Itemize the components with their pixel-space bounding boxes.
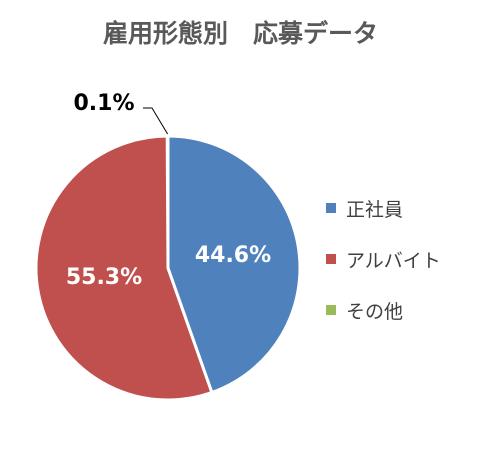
- legend-item-0: 正社員: [326, 195, 441, 221]
- legend-swatch-0: [326, 203, 336, 213]
- legend: 正社員アルバイトその他: [326, 195, 441, 348]
- legend-label-1: アルバイト: [346, 249, 441, 272]
- leader-line-path: [143, 107, 169, 135]
- legend-item-2: その他: [326, 297, 441, 323]
- pie-slice-0: [166, 134, 302, 394]
- legend-swatch-1: [326, 254, 336, 264]
- pie-slice-1: [34, 134, 214, 402]
- legend-item-1: アルバイト: [326, 246, 441, 272]
- legend-label-2: その他: [346, 300, 404, 323]
- legend-swatch-2: [326, 305, 336, 315]
- data-label-1: 55.3%: [66, 265, 142, 290]
- data-label-0: 44.6%: [195, 243, 271, 268]
- data-label-2: 0.1%: [73, 91, 134, 116]
- legend-label-0: 正社員: [346, 198, 404, 221]
- chart-title: 雇用形態別 応募データ: [102, 19, 378, 48]
